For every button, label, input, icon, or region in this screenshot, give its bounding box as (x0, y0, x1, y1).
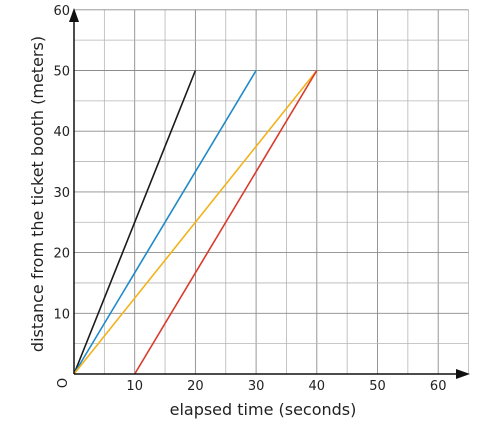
y-tick-label: 50 (53, 65, 70, 80)
series-line-4 (134, 70, 318, 375)
x-tick-label: 10 (126, 379, 143, 394)
x-axis-arrow (456, 369, 470, 379)
y-tick-label: 60 (53, 4, 70, 19)
x-tick-label: 30 (248, 379, 265, 394)
tick-labels: 10 20 30 40 50 60 10 20 30 40 50 60 O (53, 4, 446, 394)
y-tick-label: 40 (53, 125, 70, 140)
origin-label: O (56, 378, 71, 388)
x-axis-title: elapsed time (seconds) (170, 400, 357, 419)
x-tick-label: 40 (309, 379, 326, 394)
grid (74, 9, 469, 374)
series-line-1 (73, 70, 197, 375)
y-axis-title: distance from the ticket booth (meters) (28, 36, 47, 352)
x-tick-label: 20 (187, 379, 204, 394)
series-line-2 (73, 70, 257, 375)
x-tick-label: 50 (369, 379, 386, 394)
series-line-3 (73, 70, 318, 375)
x-tick-label: 60 (430, 379, 447, 394)
series-lines (73, 70, 318, 375)
y-axis-arrow (69, 8, 79, 22)
y-tick-label: 20 (53, 247, 70, 262)
y-tick-label: 10 (53, 307, 70, 322)
y-tick-label: 30 (53, 186, 70, 201)
axes (69, 8, 470, 379)
